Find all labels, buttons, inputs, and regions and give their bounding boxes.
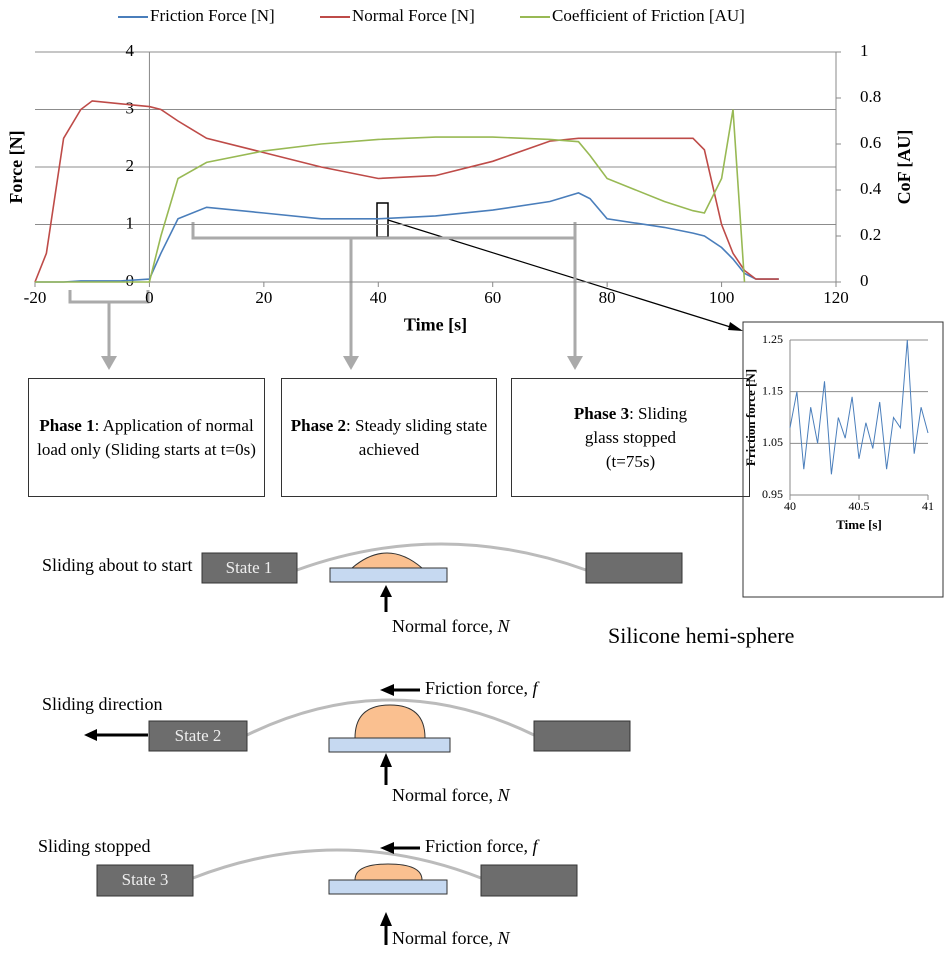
phase-label: Phase 3 (573, 403, 630, 423)
x-tick-label: 20 (255, 288, 272, 307)
phase-text: Phase 2: Steady sliding state achieved (290, 414, 488, 462)
part-label: Silicone hemi-sphere (608, 623, 794, 648)
phase-text: Phase 1: Application of normal load only… (37, 414, 256, 462)
x-axis-title: Time [s] (404, 314, 467, 334)
y-tick-label: 3 (126, 98, 135, 117)
zoom-box (376, 202, 389, 238)
label: Normal force, (392, 785, 497, 805)
state-2-diagram (84, 684, 631, 785)
y-axis-title: Friction force [N] (743, 369, 758, 466)
y2-tick-label: 0 (860, 271, 869, 290)
label: Normal force, (392, 928, 497, 948)
state-caption: Sliding stopped (38, 836, 151, 856)
phase-label: Phase 1 (39, 415, 95, 435)
x-tick-label: 40 (370, 288, 387, 307)
label: Friction force, (425, 836, 532, 856)
state-caption: Sliding direction (42, 694, 163, 714)
arrow-head (728, 322, 743, 331)
symbol: N (496, 616, 510, 636)
state-label: State 3 (122, 870, 169, 889)
phase-box: Phase 1: Application of normal load only… (28, 378, 265, 497)
y2-tick-label: 0.4 (860, 179, 882, 198)
x-tick-label: 40 (784, 499, 796, 513)
y-axis-title: Force [N] (6, 130, 26, 203)
brackets (68, 222, 577, 360)
phase-box: Phase 2: Steady sliding state achieved (281, 378, 497, 497)
label: Normal force, (392, 616, 497, 636)
x-tick-label: 41 (922, 499, 934, 513)
x-tick-label: -20 (24, 288, 47, 307)
phase-label: Phase 2 (290, 415, 347, 435)
y2-axis-title: CoF [AU] (894, 130, 914, 205)
phase-desc: : Sliding glass stopped (t=75s) (584, 403, 688, 471)
x-tick-label: 60 (484, 288, 501, 307)
x-tick-label: 120 (823, 288, 849, 307)
y-tick-label: 1.15 (762, 383, 783, 397)
symbol: N (496, 785, 510, 805)
x-tick-label: 0 (145, 288, 154, 307)
state-label: State 1 (226, 558, 273, 577)
legend-label: Friction Force [N] (150, 6, 275, 25)
legend-label: Normal Force [N] (352, 6, 475, 25)
y-tick-label: 4 (126, 41, 135, 60)
phase-box: Phase 3: Sliding glass stopped (t=75s) (511, 378, 750, 497)
state-3-diagram (96, 842, 578, 945)
bracket-arrows (101, 356, 583, 370)
symbol: f (532, 678, 540, 698)
inset-frame (742, 321, 944, 598)
y2-tick-label: 0.2 (860, 225, 881, 244)
normal-force-label: Normal force, N (392, 616, 510, 636)
legend-label: Coefficient of Friction [AU] (552, 6, 745, 25)
normal-force-label: Normal force, N (392, 785, 510, 805)
state-1-diagram (201, 542, 683, 612)
symbol: N (496, 928, 510, 948)
x-tick-label: 100 (709, 288, 735, 307)
y-tick-label: 2 (126, 156, 135, 175)
x-tick-label: 80 (599, 288, 616, 307)
y2-tick-label: 1 (860, 41, 869, 60)
symbol: f (532, 836, 540, 856)
y2-tick-label: 0.6 (860, 133, 881, 152)
series-line (789, 339, 929, 475)
series-line (34, 100, 779, 283)
y2-tick-label: 0.8 (860, 87, 881, 106)
y-tick-label: 1.05 (762, 435, 783, 449)
phase-desc: : Steady sliding state achieved (346, 415, 488, 459)
x-axis-title: Time [s] (836, 517, 882, 532)
label: Friction force, (425, 678, 532, 698)
state-label: State 2 (175, 726, 222, 745)
y-tick-label: 1.25 (762, 332, 783, 346)
phase-desc: : Application of normal load only (Slidi… (37, 415, 256, 459)
friction-force-label: Friction force, f (425, 836, 540, 856)
normal-force-label: Normal force, N (392, 928, 510, 948)
x-tick-label: 40.5 (849, 499, 870, 513)
state-caption: Sliding about to start (42, 555, 193, 575)
y-tick-label: 1 (126, 213, 135, 232)
friction-force-label: Friction force, f (425, 678, 540, 698)
phase-text: Phase 3: Sliding glass stopped (t=75s) (562, 402, 699, 474)
series-line (35, 109, 746, 283)
y-tick-label: 0.95 (762, 487, 783, 501)
series-line (35, 192, 779, 283)
